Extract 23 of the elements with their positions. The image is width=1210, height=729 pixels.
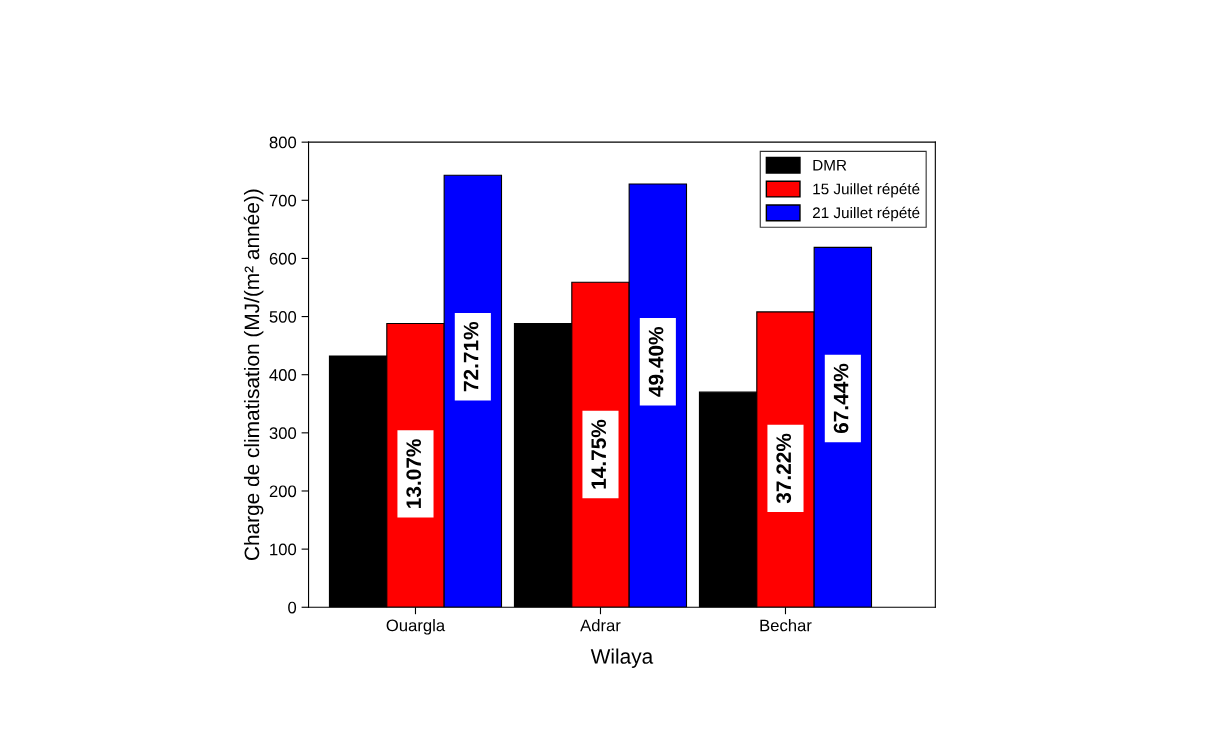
y-tick-label: 600 — [269, 252, 297, 265]
y-tick-label: 400 — [269, 369, 297, 381]
y-tick-label: 200 — [269, 485, 297, 498]
y-tick-label: 300 — [269, 427, 297, 440]
x-tick-label: Bechar — [760, 619, 812, 632]
y-tick-label: 800 — [269, 136, 297, 149]
legend-label: 15 Juillet répété — [813, 182, 920, 198]
annotation: 72.71% — [463, 321, 479, 392]
annotation: 49.40% — [648, 326, 664, 397]
annotation: 13.07% — [406, 439, 422, 508]
annotation: 14.75% — [591, 419, 607, 489]
x-tick-label: Ouargla — [386, 619, 446, 635]
annotation: 37.22% — [776, 433, 792, 504]
y-tick-label: 0 — [288, 601, 297, 614]
x-axis-title: Wilaya — [590, 648, 654, 668]
y-tick-label: 700 — [269, 194, 297, 207]
y-tick-label: 100 — [270, 543, 297, 556]
y-axis-title: Charge de climatisation (MJ/(m² année)) — [243, 189, 264, 561]
y-tick-label: 500 — [269, 310, 297, 323]
annotation: 67.44% — [833, 363, 849, 434]
legend-label: DMR — [813, 159, 847, 171]
x-tick-label: Adrar — [580, 619, 621, 632]
legend-label: 21 Juillet répété — [812, 206, 920, 222]
